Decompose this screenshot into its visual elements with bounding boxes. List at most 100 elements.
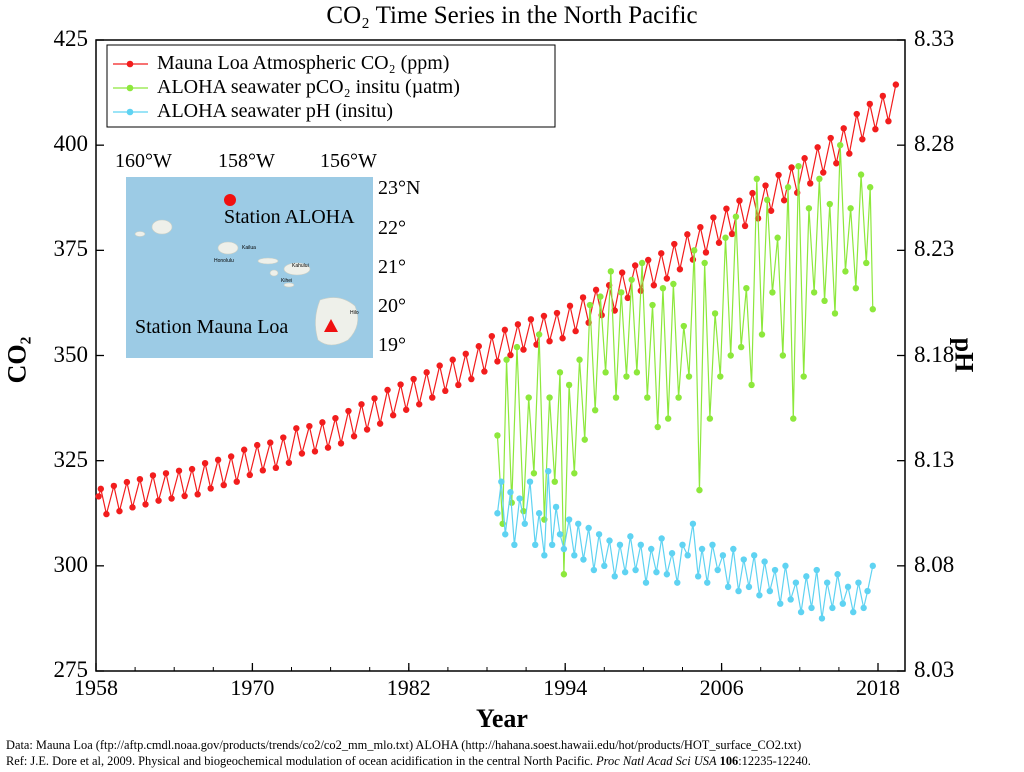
data-point [844, 583, 852, 591]
data-point [694, 573, 702, 580]
data-point [863, 259, 870, 267]
data-point [730, 545, 737, 553]
data-point [475, 343, 482, 350]
y-right-tick-label: 8.08 [914, 551, 955, 577]
data-point [389, 412, 397, 419]
data-point [149, 472, 157, 479]
data-point [691, 247, 698, 254]
data-point [632, 566, 639, 574]
y-right-tick-label: 8.33 [914, 26, 955, 51]
data-point [442, 387, 449, 395]
station-mauna-loa-marker [324, 319, 338, 332]
reference-text: Ref: J.E. Dore et al, 2009. Physical and… [6, 754, 597, 768]
data-point [750, 552, 758, 559]
footer-data-sources: Data: Mauna Loa (ftp://aftp.cmdl.noaa.go… [6, 738, 802, 752]
data-point [668, 550, 676, 557]
series-1 [494, 141, 876, 578]
y-right-tick-label: 8.13 [914, 446, 955, 472]
data-point [575, 520, 582, 527]
town-label: Kailua [242, 245, 256, 251]
data-point [758, 331, 766, 338]
data-point [429, 394, 436, 401]
map-lat-label: 20° [378, 295, 406, 317]
data-point [697, 223, 704, 231]
data-point [850, 608, 857, 616]
data-point [546, 337, 553, 345]
data-point [659, 284, 667, 292]
data-point [592, 286, 600, 294]
journal-pages: :12235-12240. [738, 754, 811, 768]
data-point [663, 275, 671, 282]
data-point [756, 592, 763, 599]
y-tick-label: 350 [53, 341, 89, 367]
data-point [246, 471, 253, 479]
data-point [866, 100, 873, 108]
data-point [892, 81, 900, 88]
data-point [709, 541, 716, 548]
data-point [285, 459, 293, 466]
data-point [808, 604, 815, 612]
data-point [123, 478, 131, 486]
data-point [525, 394, 532, 401]
data-point [702, 249, 710, 256]
data-point [494, 510, 501, 517]
data-point [436, 362, 443, 369]
data-point [468, 375, 475, 383]
town-label: Hilo [350, 310, 359, 316]
data-point [650, 282, 658, 289]
data-point [689, 520, 697, 527]
data-point [711, 310, 719, 317]
town-label: Honolulu [214, 258, 234, 264]
data-point [376, 420, 384, 427]
data-point [728, 230, 736, 238]
data-point [293, 425, 300, 432]
data-point [624, 294, 631, 302]
data-point [704, 579, 711, 586]
series-line [496, 145, 874, 575]
data-point [580, 556, 587, 563]
map-lon-label: 158°W [218, 150, 275, 172]
data-point [611, 573, 618, 580]
data-point [779, 352, 787, 359]
data-point [826, 200, 833, 208]
data-point [764, 196, 771, 204]
data-point [606, 537, 613, 544]
data-point [280, 434, 287, 441]
data-point [220, 481, 227, 489]
data-point [675, 394, 682, 401]
y-right-tick-label: 8.18 [914, 341, 955, 367]
series-line [496, 471, 874, 619]
data-point [233, 478, 240, 485]
data-point [410, 375, 417, 383]
data-point [311, 448, 319, 455]
data-point [214, 456, 222, 464]
data-point [259, 467, 267, 474]
data-point [879, 92, 887, 100]
data-point [710, 214, 717, 221]
data-point [494, 432, 501, 439]
map-lon-label: 156°W [320, 150, 377, 172]
data-point [857, 171, 865, 178]
y-tick-label: 375 [53, 236, 89, 262]
data-point [324, 444, 332, 451]
data-point [679, 541, 686, 548]
data-point [745, 583, 753, 591]
data-point [852, 284, 860, 292]
data-point [627, 533, 634, 540]
data-point [784, 184, 792, 191]
data-point [644, 394, 651, 401]
data-point [762, 182, 769, 189]
data-point [633, 369, 641, 376]
data-point [795, 163, 802, 170]
data-point [337, 440, 345, 447]
data-point [653, 568, 660, 576]
data-point [698, 545, 706, 553]
data-point [723, 205, 730, 212]
data-point [142, 501, 149, 508]
data-point [423, 369, 430, 376]
x-tick-label: 1994 [543, 675, 588, 700]
data-point [358, 401, 365, 408]
data-point [761, 558, 768, 565]
x-tick-label: 2018 [856, 675, 900, 700]
